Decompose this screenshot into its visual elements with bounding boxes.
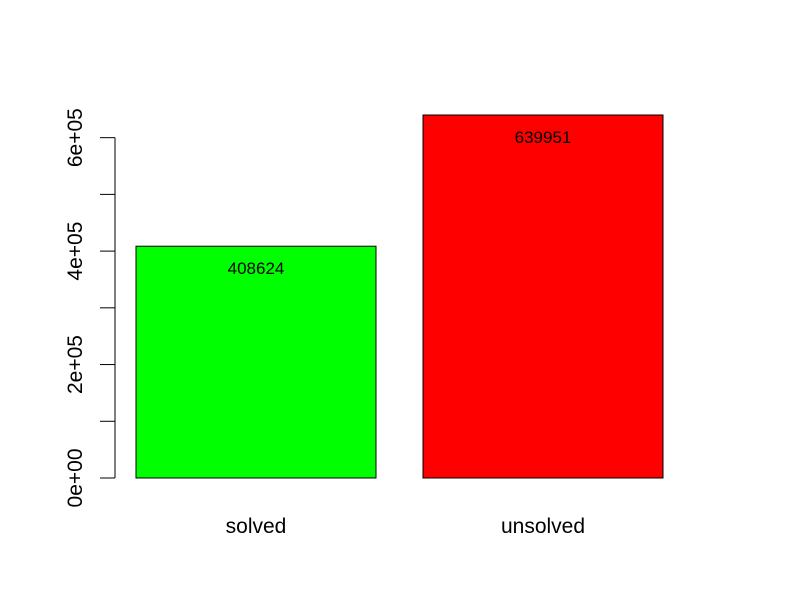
bar-unsolved (422, 114, 664, 479)
category-labels: solved unsolved (226, 515, 585, 538)
bar-solved (135, 245, 377, 479)
y-tick-label: 4e+05 (64, 222, 87, 281)
category-label: solved (226, 515, 287, 538)
data-label: 408624 (228, 259, 285, 278)
data-label: 639951 (515, 128, 572, 147)
bars: 408624 639951 (135, 114, 664, 479)
y-tick-label: 6e+05 (64, 108, 87, 167)
y-tick-label: 2e+05 (64, 335, 87, 394)
category-label: unsolved (501, 515, 585, 538)
y-tick-label: 0e+00 (64, 449, 87, 508)
y-axis: 0e+00 2e+05 4e+05 6e+05 (64, 108, 116, 508)
